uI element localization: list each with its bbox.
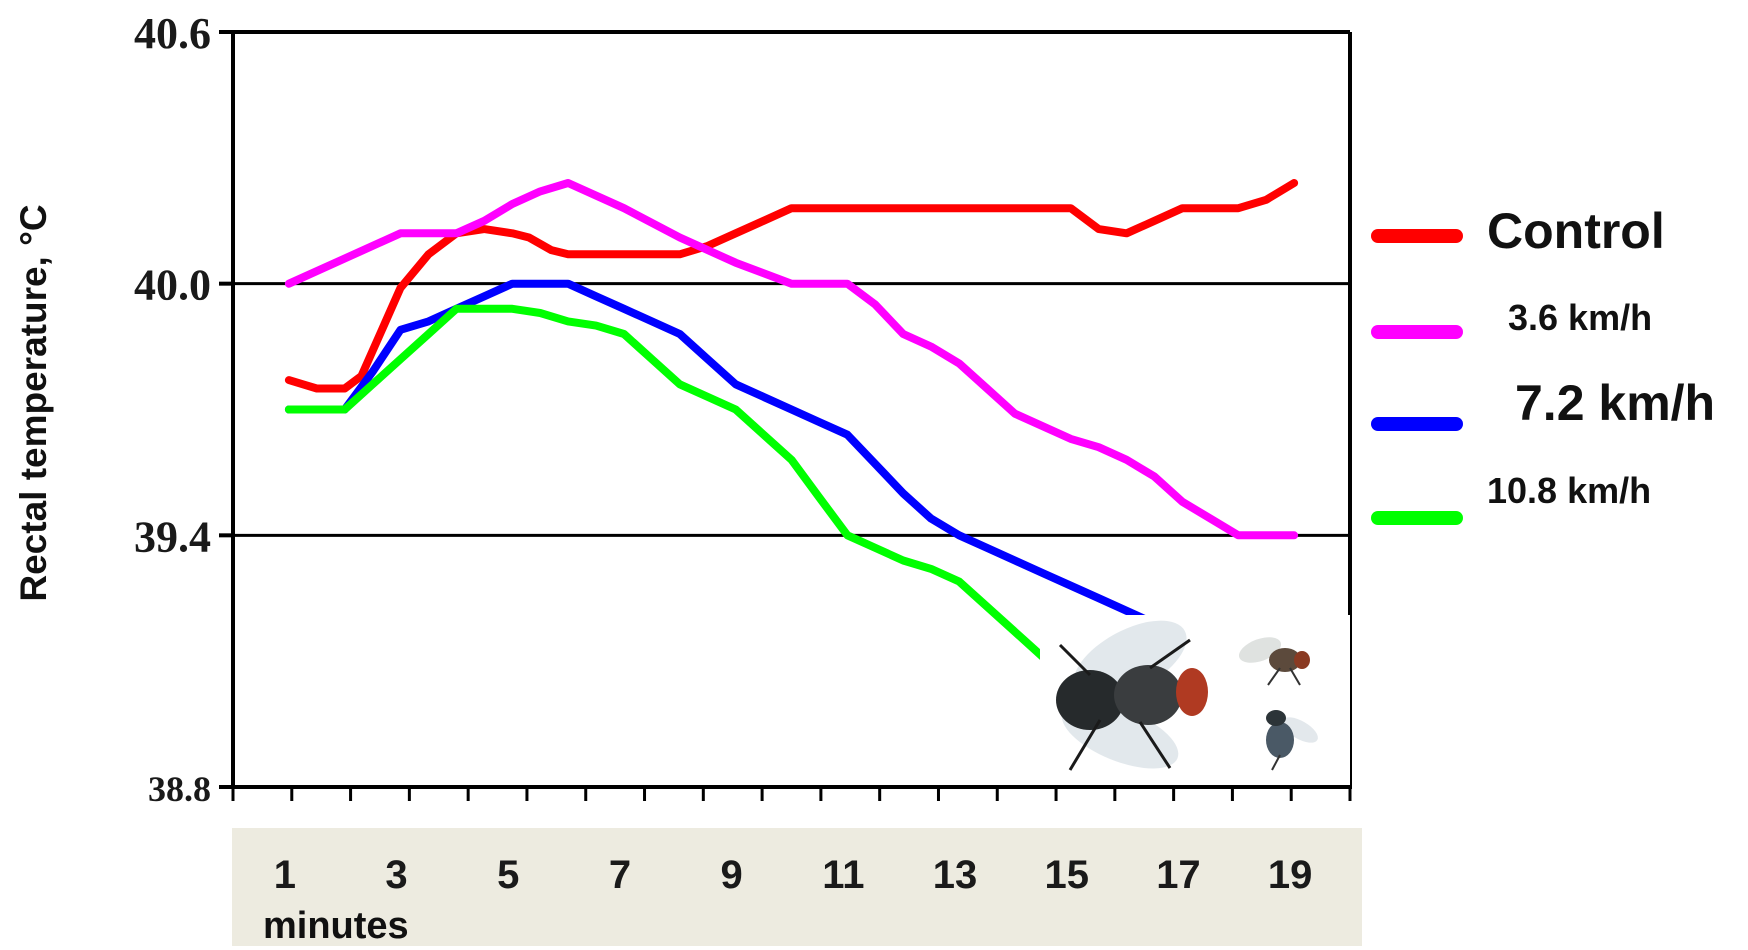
series-lines (284, 179, 1299, 661)
series-line-2 (284, 279, 1215, 653)
x-tick-label: 19 (1268, 853, 1313, 897)
y-tick-label: 40.6 (134, 9, 211, 58)
x-tick-label: 17 (1156, 853, 1201, 897)
x-axis-ticks: 1 3 5 7 9 11 13 15 17 19 (231, 787, 1352, 897)
y-tick-label: 40.0 (134, 261, 211, 310)
flies-photo-icon (1040, 615, 1350, 785)
x-tick-label: 9 (721, 853, 743, 897)
blue-fly-icon (1266, 710, 1318, 771)
y-tick-label: 39.4 (134, 512, 211, 561)
y-axis-ticks: 40.6 40.0 39.4 38.8 (134, 9, 233, 809)
x-tick-label: 3 (385, 853, 407, 897)
legend-label-3: 10.8 km/h (1487, 470, 1651, 511)
legend-label-0: Control (1487, 203, 1665, 259)
x-axis-band (232, 828, 1362, 946)
x-tick-label: 5 (497, 853, 519, 897)
legend-label-1: 3.6 km/h (1508, 297, 1652, 338)
small-fly-icon (1238, 637, 1310, 686)
x-axis-label: minutes (263, 905, 409, 947)
x-tick-label: 7 (609, 853, 631, 897)
legend-label-2: 7.2 km/h (1515, 375, 1715, 431)
large-fly-icon (1056, 620, 1208, 771)
x-tick-label: 1 (274, 853, 296, 897)
x-tick-label: 15 (1045, 853, 1090, 897)
y-axis-label: Rectal temperature, °C (13, 204, 54, 601)
series-line-3 (284, 304, 1047, 661)
legend: Control 3.6 km/h 7.2 km/h 10.8 km/h (1371, 203, 1715, 525)
x-tick-label: 11 (822, 853, 864, 897)
series-line-1 (284, 179, 1299, 540)
x-tick-label: 13 (933, 853, 978, 897)
y-tick-label: 38.8 (148, 769, 211, 809)
